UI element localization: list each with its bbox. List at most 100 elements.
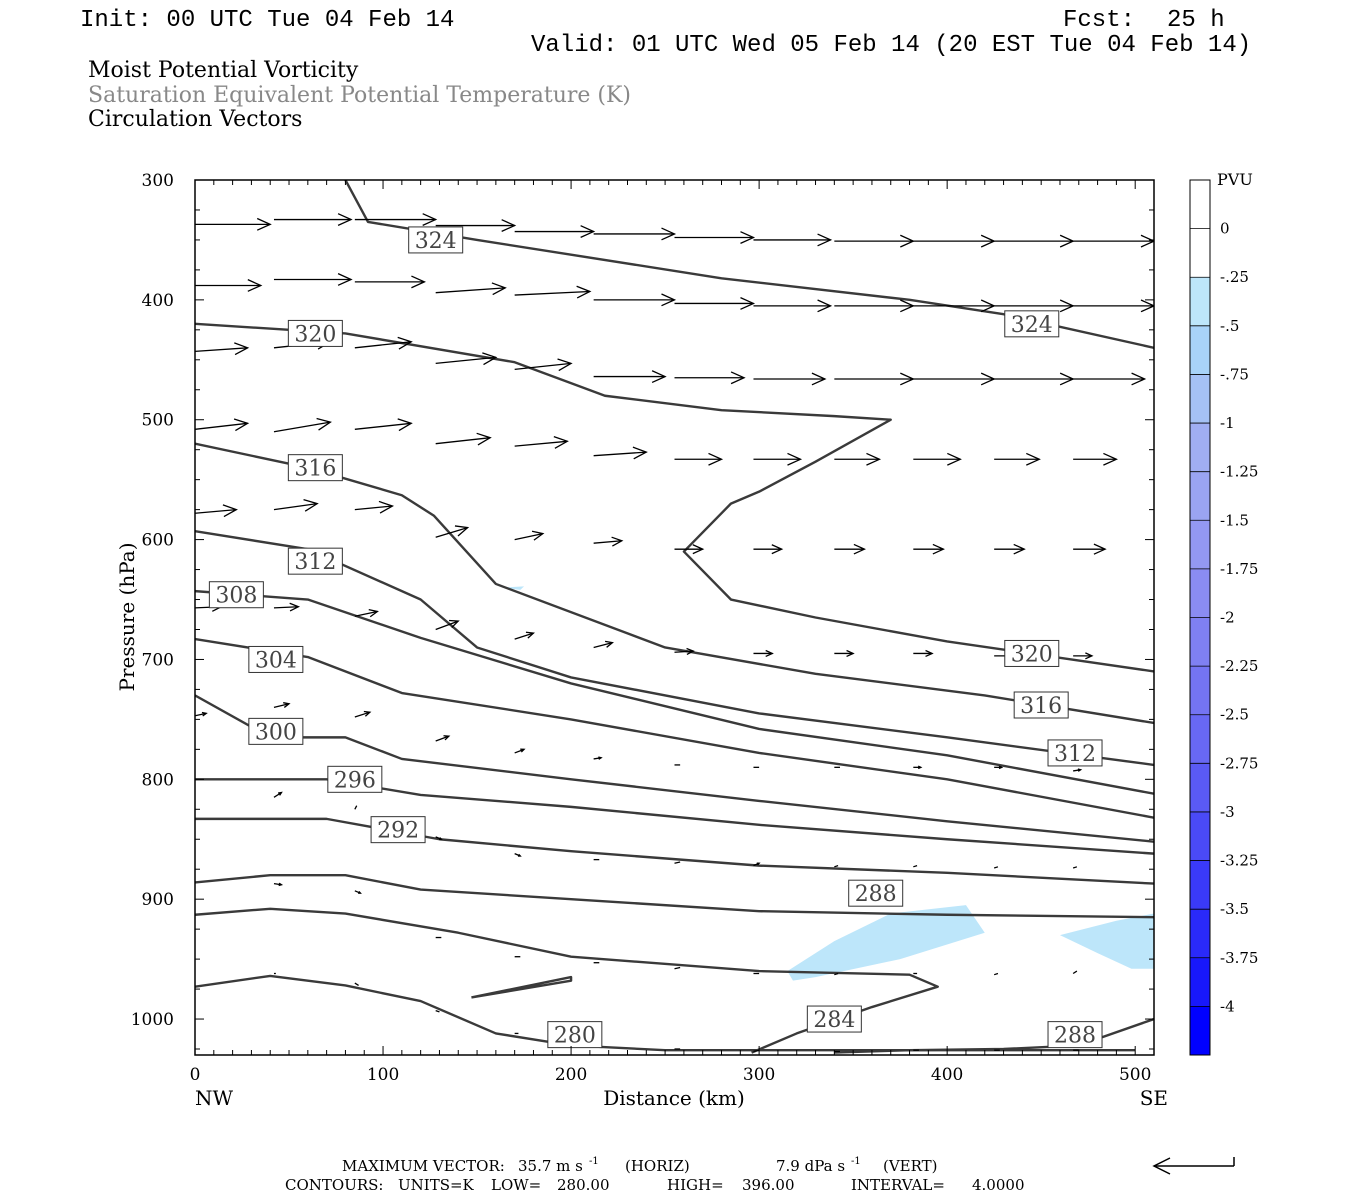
contour-296 — [195, 778, 1154, 855]
circulation-vector — [994, 372, 1075, 386]
circulation-vector — [674, 966, 681, 970]
circulation-vector — [354, 982, 359, 987]
circulation-vector — [354, 336, 413, 350]
pvu-colorbar: 0 -.25 -.5 -.75 -1 -1.25 -1.5 -1.75 -2 -2.25 -2.5 -… — [1189, 179, 1258, 1056]
circulation-vector — [514, 358, 573, 372]
mpv-shaded-region — [1059, 913, 1154, 969]
colorbar-swatch — [1190, 860, 1210, 910]
circulation-vector — [834, 299, 915, 313]
max-vector-label: MAXIMUM VECTOR: — [342, 1157, 505, 1175]
contour-label: 316 — [1013, 691, 1069, 719]
circulation-vector — [913, 372, 996, 386]
circulation-vector — [273, 702, 291, 709]
circulation-vector — [913, 543, 945, 555]
circulation-vector — [1073, 299, 1154, 313]
circulation-vector — [674, 861, 681, 864]
contour-label: 288 — [848, 879, 904, 907]
circulation-vector — [994, 299, 1075, 313]
contour-label-text: 324 — [1011, 313, 1053, 338]
circulation-vector — [435, 735, 451, 742]
contour-label-text: 320 — [294, 322, 336, 347]
x-tick-label: 500 — [1119, 1065, 1151, 1085]
x-tick-label: 100 — [367, 1065, 399, 1085]
contour-label-text: 296 — [334, 768, 376, 793]
contour-label: 320 — [1004, 639, 1060, 667]
colorbar-swatch — [1190, 228, 1210, 278]
circulation-vector — [514, 530, 545, 541]
colorbar-label: -3 — [1220, 803, 1235, 821]
colorbar-swatch — [1190, 666, 1210, 716]
max-vector-vert: 7.9 dPa s — [776, 1157, 845, 1175]
contour-label: 304 — [248, 645, 304, 673]
circulation-vectors — [195, 213, 1154, 1053]
colorbar-label: -.75 — [1220, 365, 1249, 383]
circulation-vector — [354, 418, 413, 432]
contour-label-text: 284 — [813, 1008, 855, 1033]
circulation-vector — [834, 649, 855, 658]
circulation-vector — [593, 293, 677, 307]
colorbar-label: -1.25 — [1220, 463, 1258, 481]
circulation-vector — [993, 866, 999, 869]
circulation-vector — [514, 631, 535, 640]
circulation-vector — [514, 853, 522, 857]
y-tick-label: 300 — [142, 171, 174, 191]
circulation-vector — [674, 231, 756, 244]
contour-label-text: 312 — [1054, 742, 1096, 767]
forecast-label: Fcst: — [1063, 7, 1135, 34]
circulation-vector — [273, 417, 332, 433]
y-tick-label: 500 — [142, 411, 174, 431]
circulation-vector — [514, 285, 592, 299]
title-mpv: Moist Potential Vorticity — [88, 58, 359, 83]
mpv-shaded-region — [787, 905, 985, 981]
circulation-vector — [913, 765, 923, 770]
circulation-vector — [834, 543, 867, 555]
circulation-vector — [1073, 452, 1118, 466]
circulation-vector — [435, 619, 460, 631]
circulation-vector — [195, 342, 250, 356]
circulation-vector — [753, 544, 784, 555]
contour-label-text: 320 — [1011, 642, 1053, 667]
circulation-vector — [753, 862, 761, 867]
max-vector-vert-exp: -1 — [851, 1156, 861, 1167]
reference-vector-arrow — [1152, 1157, 1235, 1175]
circulation-vector — [913, 234, 996, 248]
contour-label-text: 304 — [255, 648, 297, 673]
x-left-end-label: NW — [195, 1086, 234, 1110]
contour-308 — [195, 589, 1154, 795]
circulation-vector — [593, 446, 648, 460]
circulation-vector — [435, 352, 498, 366]
circulation-vector — [1072, 970, 1078, 975]
colorbar-swatch — [1190, 277, 1210, 327]
circulation-vector — [753, 233, 833, 247]
colorbar-label: -3.25 — [1220, 852, 1258, 870]
circulation-vector — [435, 525, 470, 538]
contour-label: 308 — [208, 581, 264, 609]
y-tick-label: 600 — [142, 531, 174, 551]
colorbar-label: -1 — [1220, 414, 1235, 432]
circulation-vector — [753, 372, 827, 386]
contour-280 — [195, 974, 1136, 1052]
colorbar-swatch — [1190, 471, 1210, 521]
circulation-vector — [354, 710, 372, 718]
circulation-vector — [593, 536, 624, 547]
contour-label-text: 300 — [255, 720, 297, 745]
colorbar-label: -2.5 — [1220, 706, 1249, 724]
contour-label: 324 — [408, 226, 464, 254]
colorbar-swatch — [1190, 1006, 1210, 1056]
colorbar-label: -2.75 — [1220, 754, 1258, 772]
colorbar-label: -2.25 — [1220, 657, 1258, 675]
circulation-vector — [674, 297, 756, 310]
colorbar-label: -.25 — [1220, 268, 1249, 286]
colorbar-label: -4 — [1220, 997, 1235, 1015]
circulation-vector — [273, 791, 283, 798]
circulation-vector — [195, 279, 263, 292]
contours-interval-value: 4.0000 — [972, 1176, 1025, 1194]
contour-324 — [344, 180, 1154, 349]
valid-time: Valid: 01 UTC Wed 05 Feb 14 (20 EST Tue … — [531, 32, 1251, 59]
contour-label-text: 324 — [415, 229, 457, 254]
contour-label: 324 — [1004, 310, 1060, 338]
circulation-vector — [435, 836, 443, 840]
contour-labels: 324 324 320 320 316 316 312 312 308 304 300 296 292 2… — [208, 226, 1103, 1049]
circulation-vector — [195, 504, 238, 518]
circulation-vector — [1072, 866, 1078, 869]
